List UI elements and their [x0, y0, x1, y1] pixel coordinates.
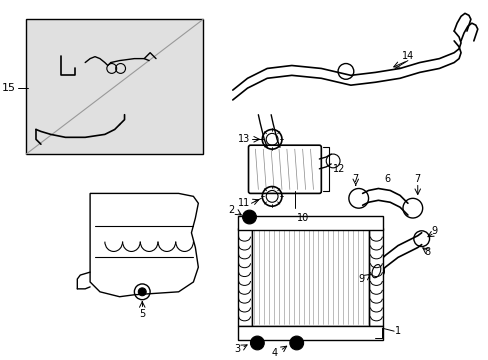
Text: 7: 7: [414, 174, 420, 184]
Text: 11: 11: [238, 198, 250, 208]
FancyBboxPatch shape: [248, 145, 321, 193]
Text: 9: 9: [430, 226, 437, 236]
Text: 3: 3: [234, 344, 240, 354]
Text: 10: 10: [296, 213, 308, 223]
Text: 7: 7: [352, 174, 358, 184]
Circle shape: [289, 336, 303, 350]
Text: 14: 14: [401, 51, 413, 61]
Circle shape: [242, 210, 256, 224]
Text: 5: 5: [139, 310, 145, 319]
Circle shape: [138, 288, 146, 296]
Text: 15: 15: [2, 83, 16, 93]
Polygon shape: [26, 19, 203, 154]
Ellipse shape: [371, 265, 380, 278]
Text: 1: 1: [394, 326, 401, 336]
Bar: [237, 228, 252, 326]
Bar: [237, 216, 383, 230]
Circle shape: [250, 336, 264, 350]
Bar: [237, 326, 383, 340]
Text: 9: 9: [358, 274, 364, 284]
Text: 8: 8: [424, 247, 430, 257]
Text: 13: 13: [238, 134, 250, 144]
Text: 6: 6: [384, 174, 389, 184]
Text: 12: 12: [332, 164, 345, 174]
Text: 4: 4: [271, 348, 278, 358]
Bar: [252, 228, 368, 326]
Polygon shape: [90, 193, 198, 297]
Bar: [368, 228, 383, 326]
Text: 2: 2: [228, 205, 234, 215]
